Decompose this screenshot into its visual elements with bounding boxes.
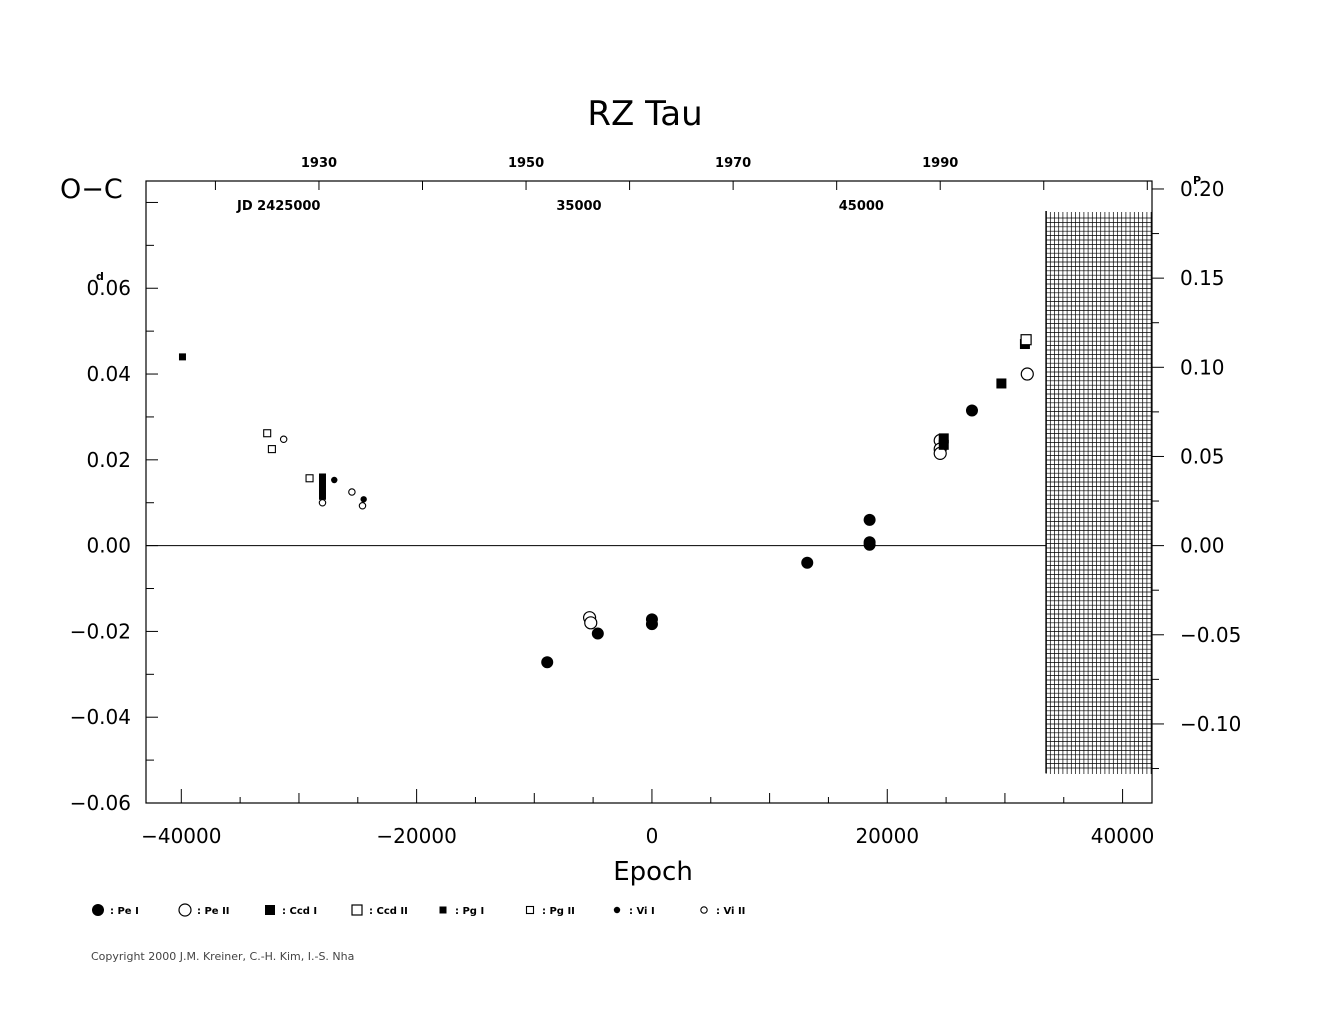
- copyright-text: Copyright 2000 J.M. Kreiner, C.-H. Kim, …: [91, 950, 354, 963]
- legend-symbol: [439, 906, 447, 914]
- x-tick-label: −20000: [376, 824, 456, 848]
- y-axis-label: O−C: [60, 174, 123, 205]
- data-point: [279, 435, 288, 443]
- legend-symbol: [700, 906, 708, 914]
- year-tick-label: 1930: [301, 156, 337, 171]
- y-tick-label: 0.04: [86, 362, 131, 386]
- data-point: [863, 513, 876, 526]
- right-unit-label: P: [1193, 174, 1201, 187]
- data-point: [318, 486, 326, 494]
- plot-frame: [145, 180, 1153, 804]
- data-point: [541, 656, 554, 669]
- y-unit-label: d: [96, 270, 104, 283]
- data-point: [319, 490, 326, 498]
- data-point: [318, 498, 327, 507]
- future-hatch-region: [1045, 211, 1152, 774]
- data-point: [267, 445, 276, 454]
- legend-label: : Vi I: [629, 906, 655, 917]
- x-tick-label: 20000: [855, 824, 919, 848]
- y-tick-label: 0.00: [86, 534, 131, 558]
- data-point: [360, 496, 367, 503]
- y-tick-label: 0.02: [86, 448, 131, 472]
- legend-label: : Pg II: [542, 906, 575, 917]
- y-tick-label: −0.02: [70, 619, 131, 643]
- data-point: [645, 618, 658, 631]
- jd-tick-label: 35000: [556, 199, 601, 214]
- year-tick-label: 1990: [922, 156, 958, 171]
- data-point: [178, 353, 186, 361]
- legend-label: : Pe I: [110, 906, 139, 917]
- data-point: [348, 488, 356, 496]
- x-tick-label: 40000: [1091, 824, 1155, 848]
- x-tick-label: −40000: [141, 824, 221, 848]
- right-tick-label: 0.05: [1180, 444, 1225, 468]
- data-point: [584, 616, 598, 630]
- y-tick-label: 0.06: [86, 276, 131, 300]
- axis-ticks: 0.06 0.04 0.02 0.00 −0.02 −0.04 −0.06 d 0.20 0.15…: [70, 156, 1242, 848]
- y-tick-label: −0.04: [70, 705, 131, 729]
- y-tick-label: −0.06: [70, 791, 131, 815]
- right-tick-label: 0.20: [1180, 177, 1225, 201]
- legend-symbol: [92, 904, 104, 916]
- data-point: [331, 476, 338, 484]
- data-point: [318, 473, 326, 481]
- data-point: [863, 538, 876, 551]
- right-tick-label: −0.10: [1180, 712, 1241, 736]
- data-point: [996, 378, 1007, 389]
- legend-symbol: [265, 905, 275, 915]
- jd-label: JD 2425000: [236, 199, 320, 214]
- data-points: [178, 334, 1034, 669]
- legend-label: : Pg I: [455, 906, 484, 917]
- data-point: [938, 439, 949, 450]
- legend-label: : Ccd I: [282, 906, 317, 917]
- chart-title: RZ Tau: [587, 94, 702, 134]
- data-point: [305, 474, 314, 483]
- data-point: [591, 627, 604, 640]
- x-tick-label: 0: [646, 824, 659, 848]
- data-point: [938, 433, 949, 444]
- legend-label: : Vi II: [716, 906, 745, 917]
- x-axis-label: Epoch: [613, 857, 693, 887]
- right-tick-label: −0.05: [1180, 623, 1241, 647]
- legend-symbol: [525, 905, 535, 915]
- data-point: [1020, 334, 1032, 346]
- right-tick-label: 0.15: [1180, 266, 1225, 290]
- jd-tick-label: 45000: [839, 199, 884, 214]
- legend-symbol: [613, 906, 621, 914]
- data-point: [263, 429, 272, 438]
- data-point: [358, 501, 367, 510]
- data-point: [801, 556, 814, 569]
- right-tick-label: 0.00: [1180, 534, 1225, 558]
- data-point: [965, 404, 978, 417]
- year-tick-label: 1950: [508, 156, 544, 171]
- legend-symbol: [351, 904, 363, 916]
- data-point: [1020, 367, 1034, 381]
- legend-symbol: [178, 903, 192, 917]
- axes-frame: [145, 180, 1153, 804]
- data-point: [318, 479, 326, 487]
- legend: : Pe I : Pe II : Ccd I : Ccd II : Pg I : Pg I…: [92, 903, 745, 917]
- year-tick-label: 1970: [715, 156, 751, 171]
- legend-label: : Ccd II: [369, 906, 408, 917]
- legend-label: : Pe II: [197, 906, 230, 917]
- right-tick-label: 0.10: [1180, 355, 1225, 379]
